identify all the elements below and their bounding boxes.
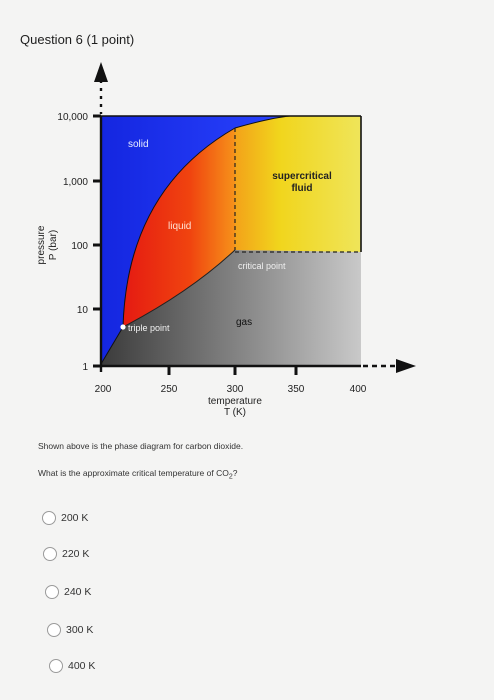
question-main-text: What is the approximate critical tempera… [38,468,229,478]
question-title: Question 6 (1 point) [20,32,134,47]
question-text: What is the approximate critical tempera… [38,468,238,481]
question-subscript: 2 [228,473,233,481]
question-end: ? [232,468,238,478]
y-tick-label: 1,000 [63,177,88,188]
option-220k[interactable]: 220 K [43,547,89,561]
sublimation-curve [100,326,124,365]
region-solid [101,116,290,364]
option-label: 400 K [68,660,96,672]
triple-point-marker [120,324,126,330]
supercritical-label-line2: fluid [291,183,312,194]
radio-button[interactable] [43,547,57,561]
option-label: 300 K [66,624,94,636]
region-gas [101,250,361,366]
option-300k[interactable]: 300 K [47,623,93,637]
y-axis-arrow-icon [94,62,108,82]
question-number: Question 6 [20,32,83,47]
option-200k[interactable]: 200 K [42,511,88,525]
y-tick-label: 10 [77,305,89,316]
x-axis-title: temperature [208,396,262,407]
x-ticks [167,366,298,375]
critical-point-label: critical point [238,261,286,271]
y-tick-label: 1 [82,362,88,373]
solid-label: solid [128,139,149,150]
supercritical-label-line1: supercritical [272,171,332,182]
question-prompt: Shown above is the phase diagram for car… [38,441,244,451]
y-axis-unit: P (bar) [48,230,59,260]
option-label: 200 K [61,512,89,524]
triple-point-label: triple point [128,323,170,333]
radio-button[interactable] [49,659,63,673]
option-240k[interactable]: 240 K [45,585,91,599]
x-axis-arrow-icon [396,359,416,373]
melting-curve [122,115,291,328]
question-points: (1 point) [86,32,135,47]
liquid-label: liquid [168,221,191,232]
gas-label: gas [236,317,252,328]
x-tick-label: 200 [95,384,112,395]
x-tick-label: 300 [227,384,244,395]
x-axis-unit: T (K) [224,407,246,418]
y-ticks [93,114,101,368]
region-liquid [123,128,235,327]
phase-diagram: 1 10 100 1,000 10,000 200 250 300 350 40… [36,62,416,418]
option-label: 240 K [64,586,92,598]
x-tick-label: 400 [350,384,367,395]
region-supercritical-fluid [235,116,361,252]
y-tick-label: 100 [71,241,88,252]
radio-button[interactable] [45,585,59,599]
option-label: 220 K [62,548,90,560]
y-tick-label: 10,000 [57,112,88,123]
y-axis-title: pressure [36,225,47,264]
radio-button[interactable] [42,511,56,525]
x-tick-label: 250 [161,384,178,395]
x-tick-label: 350 [288,384,305,395]
radio-button[interactable] [47,623,61,637]
option-400k[interactable]: 400 K [49,659,95,673]
vaporization-curve [122,249,236,328]
